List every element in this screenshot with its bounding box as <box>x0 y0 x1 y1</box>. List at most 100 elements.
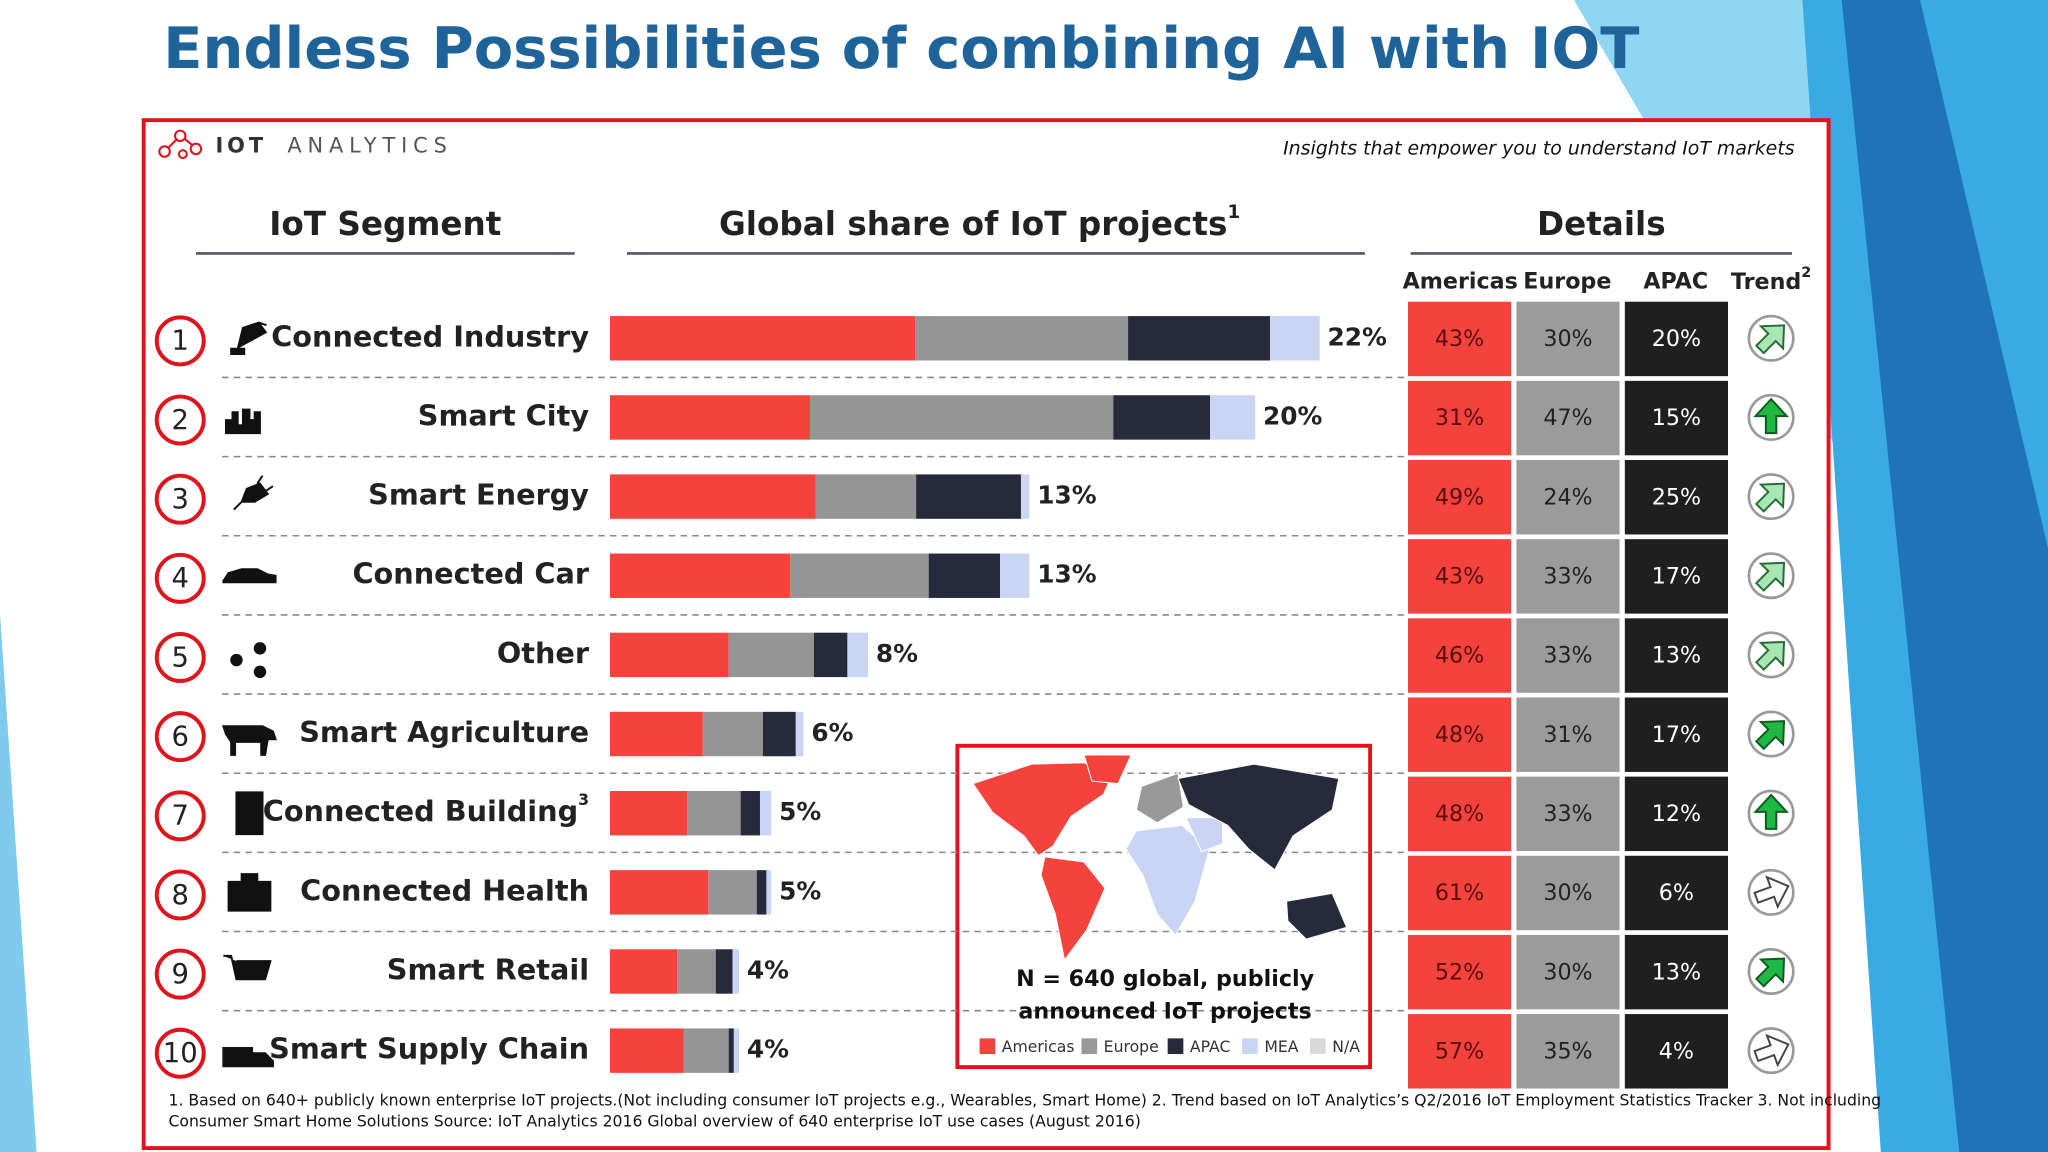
share-label: 13% <box>1037 560 1097 589</box>
rank-circle <box>154 711 206 763</box>
bar-segment <box>609 949 678 994</box>
segment-label: Smart Retail <box>387 952 589 986</box>
detail-value: 48% <box>1435 801 1484 827</box>
segment-icon <box>223 954 272 981</box>
rank-circle <box>154 790 206 842</box>
bar-segment <box>847 632 869 678</box>
map-caption: N = 640 global, publicly <box>1016 966 1315 992</box>
footnote-ref: 1 <box>1227 202 1240 223</box>
detail-value: 24% <box>1543 484 1592 510</box>
trend-arrow <box>1753 1033 1790 1068</box>
trend-arrow <box>1753 793 1790 830</box>
column-header: APAC <box>1643 269 1708 295</box>
segment-name: Smart Retail <box>387 952 589 986</box>
legend-label: N/A <box>1332 1037 1360 1056</box>
logo-icon <box>158 129 203 160</box>
bar-segment <box>609 870 709 915</box>
detail-value: 15% <box>1652 405 1701 431</box>
rank: 10 <box>163 1038 198 1069</box>
logo-name: ANALYTICS <box>287 133 452 157</box>
bar-segment <box>683 1028 729 1073</box>
detail-value: 33% <box>1543 643 1592 669</box>
trend-arrow <box>1754 640 1786 672</box>
rank: 5 <box>172 642 189 673</box>
detail-value: 4% <box>1659 1038 1694 1064</box>
detail-value: 25% <box>1652 484 1701 510</box>
legend-label: MEA <box>1264 1037 1298 1056</box>
rank-circle <box>154 552 206 604</box>
rank: 7 <box>172 801 189 832</box>
share-label: 8% <box>876 639 918 668</box>
segment-icon <box>221 725 277 756</box>
segment-name: Connected Car <box>352 557 589 591</box>
rank-circle <box>154 473 206 525</box>
share-label: 5% <box>779 797 821 826</box>
trend-arrow <box>1754 561 1786 592</box>
detail-value: 20% <box>1652 326 1701 352</box>
logo-brand: IOT <box>216 133 268 157</box>
decor <box>1841 0 2048 1152</box>
legend-swatch <box>1242 1038 1258 1055</box>
bar-segment <box>728 632 814 678</box>
map-region <box>972 762 1114 857</box>
detail-value: 33% <box>1543 564 1592 590</box>
detail-cell <box>1408 380 1512 456</box>
segment-name: Smart City <box>418 398 590 432</box>
bar-segment <box>759 790 772 836</box>
legend-swatch <box>1167 1038 1184 1055</box>
detail-value: 49% <box>1435 484 1484 510</box>
detail-cell <box>1408 539 1512 614</box>
bar-segment <box>1113 395 1211 440</box>
detail-cell <box>1624 539 1728 614</box>
detail-value: 35% <box>1543 1038 1592 1064</box>
detail-value: 48% <box>1435 722 1484 748</box>
column-header: Trend2 <box>1731 265 1811 295</box>
bar-segment <box>762 711 796 757</box>
detail-cell <box>1408 934 1512 1010</box>
detail-cell <box>1516 934 1620 1010</box>
map-region <box>1083 754 1132 785</box>
segment-name: Connected Health <box>300 873 589 907</box>
bar-segment <box>733 1028 740 1073</box>
detail-value: 30% <box>1543 880 1592 906</box>
column-header-text: Trend <box>1731 269 1801 295</box>
header-share: Global share of IoT projects1 <box>719 202 1240 243</box>
share-label: 13% <box>1037 481 1097 510</box>
footnote: 1. Based on 640+ publicly known enterpri… <box>168 1091 1881 1110</box>
rank: 9 <box>172 959 189 990</box>
trend-arrow <box>1754 482 1786 513</box>
segment-icon <box>235 791 264 836</box>
trend-arrow <box>1753 397 1790 435</box>
footnote-ref: 2 <box>1801 265 1811 281</box>
header-share-text: Global share of IoT projects <box>719 205 1227 243</box>
bar-segment <box>1210 395 1256 440</box>
bar-segment <box>815 474 917 519</box>
segment-icon <box>227 873 272 912</box>
segment-name: Smart Energy <box>368 478 589 512</box>
map-region <box>1040 856 1106 962</box>
map-region <box>1185 817 1224 853</box>
header-segment: IoT Segment <box>269 205 501 243</box>
detail-cell <box>1516 697 1620 772</box>
segment-label: Smart City <box>418 398 590 432</box>
rank-circle <box>154 632 206 683</box>
detail-value: 31% <box>1543 722 1592 748</box>
map-region <box>1285 892 1348 940</box>
rank-circle <box>154 1027 206 1079</box>
bar-segment <box>809 395 1114 440</box>
detail-cell <box>1624 855 1728 931</box>
legend-swatch <box>979 1038 996 1055</box>
bar-segment <box>756 870 767 915</box>
detail-value: 57% <box>1435 1038 1484 1064</box>
detail-cell <box>1624 380 1728 456</box>
detail-cell <box>1408 618 1512 693</box>
segment-label: Connected Industry <box>271 319 589 353</box>
detail-cell <box>1516 460 1620 535</box>
detail-value: 12% <box>1652 801 1701 827</box>
detail-cell <box>1624 934 1728 1010</box>
rank: 6 <box>172 721 189 752</box>
bar-segment <box>728 1028 734 1073</box>
share-label: 4% <box>747 1035 789 1064</box>
segment-icon <box>222 1047 274 1068</box>
